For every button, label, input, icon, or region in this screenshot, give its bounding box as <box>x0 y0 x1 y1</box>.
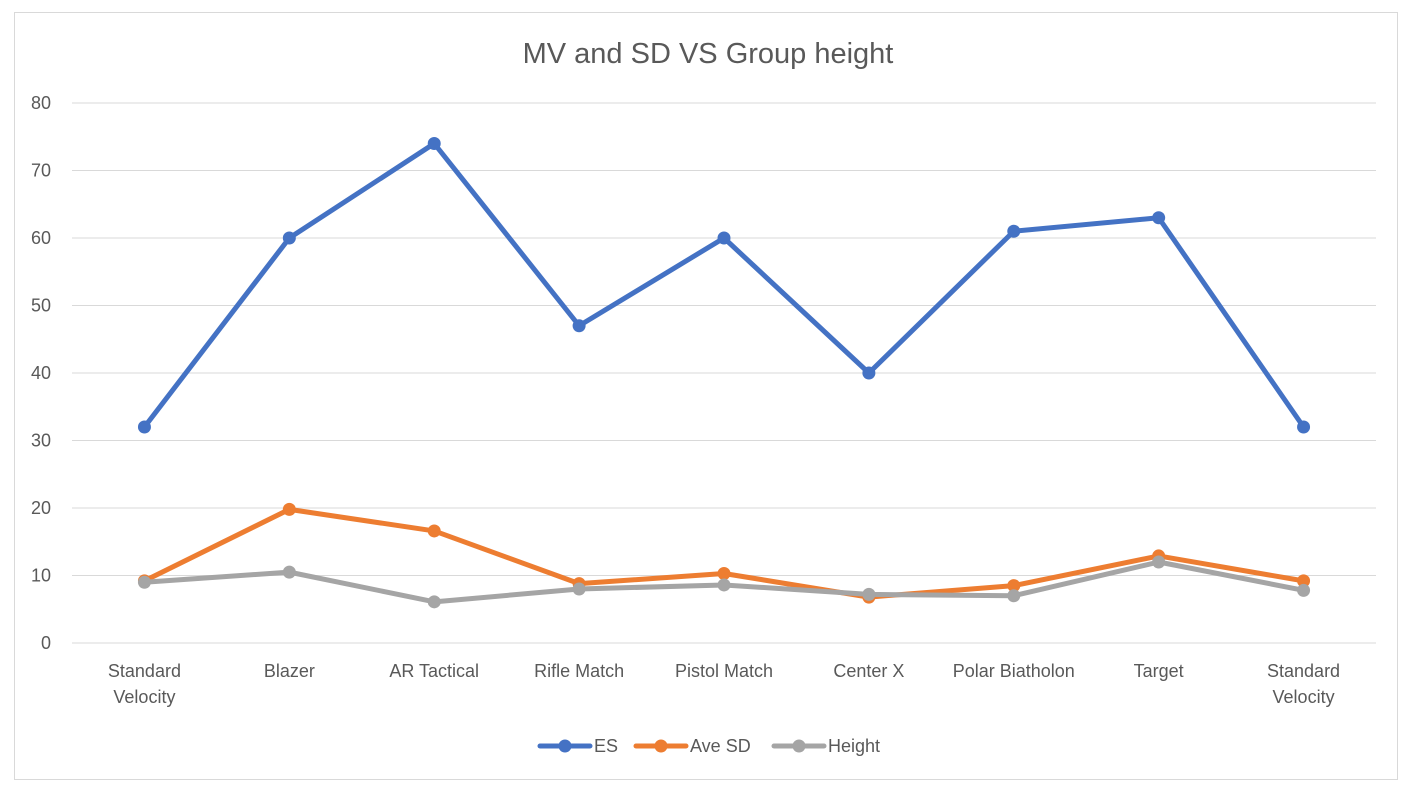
data-point <box>282 502 296 516</box>
data-point <box>1007 579 1021 593</box>
legend-label: Ave SD <box>690 736 751 756</box>
data-point <box>1007 224 1021 238</box>
x-tick-label: Center X <box>833 661 904 681</box>
data-point <box>1297 583 1311 597</box>
x-tick-label: Target <box>1134 661 1184 681</box>
legend-label: Height <box>828 736 880 756</box>
x-tick-label: AR Tactical <box>389 661 479 681</box>
x-tick-label: Pistol Match <box>675 661 773 681</box>
series-line <box>141 141 1307 430</box>
chart-title: MV and SD VS Group height <box>523 38 894 70</box>
series-es <box>137 137 1311 434</box>
x-tick-label: Standard Velocity <box>1267 661 1340 707</box>
x-tick-label-line: Standard <box>1267 661 1340 681</box>
legend-item: ES <box>537 736 618 756</box>
y-tick-label: 80 <box>31 93 51 113</box>
data-point <box>282 565 296 579</box>
y-axis-ticks: 0 10 20 30 40 50 60 70 80 <box>31 93 51 653</box>
series-lines <box>137 137 1311 609</box>
data-point <box>1297 420 1311 434</box>
data-point <box>862 366 876 380</box>
chart-frame <box>14 12 1398 780</box>
x-tick-label-line: Rifle Match <box>534 661 624 681</box>
data-point <box>717 566 731 580</box>
data-point <box>137 575 151 589</box>
data-point <box>572 319 586 333</box>
legend-swatch-marker <box>558 739 572 753</box>
data-point <box>572 582 586 596</box>
legend-label: ES <box>594 736 618 756</box>
y-tick-label: 10 <box>31 566 51 586</box>
x-tick-label-line: AR Tactical <box>389 661 479 681</box>
data-point <box>282 231 296 245</box>
x-tick-label-line: Velocity <box>113 687 175 707</box>
x-tick-label-line: Standard <box>108 661 181 681</box>
legend-swatch-marker <box>792 739 806 753</box>
y-tick-label: 20 <box>31 498 51 518</box>
data-point <box>1297 574 1311 588</box>
x-tick-label-line: Target <box>1134 661 1184 681</box>
data-point <box>862 587 876 601</box>
data-point <box>717 578 731 592</box>
series-height <box>137 555 1311 609</box>
x-tick-label-line: Polar Biatholon <box>953 661 1075 681</box>
y-tick-label: 0 <box>41 633 51 653</box>
x-tick-label: Standard Velocity <box>108 661 181 707</box>
legend-swatch-marker <box>654 739 668 753</box>
y-tick-label: 30 <box>31 431 51 451</box>
y-tick-label: 60 <box>31 228 51 248</box>
x-tick-label: Rifle Match <box>534 661 624 681</box>
legend-item: Height <box>771 736 880 756</box>
x-tick-label-line: Pistol Match <box>675 661 773 681</box>
data-point <box>137 420 151 434</box>
y-tick-label: 40 <box>31 363 51 383</box>
data-point <box>1152 211 1166 225</box>
data-point <box>1152 555 1166 569</box>
data-point <box>427 137 441 150</box>
x-tick-label-line: Velocity <box>1273 687 1335 707</box>
y-tick-label: 50 <box>31 296 51 316</box>
data-point <box>427 524 441 538</box>
data-point <box>717 231 731 245</box>
legend: ES Ave SD Height <box>537 736 880 756</box>
x-tick-label: Blazer <box>264 661 315 681</box>
x-tick-label-line: Center X <box>833 661 904 681</box>
legend-item: Ave SD <box>633 736 751 756</box>
x-axis-ticks: Standard Velocity Blazer AR Tactical Rifle M… <box>108 661 1340 707</box>
data-point <box>1007 589 1021 603</box>
x-tick-label: Polar Biatholon <box>953 661 1075 681</box>
y-tick-label: 70 <box>31 161 51 181</box>
x-tick-label-line: Blazer <box>264 661 315 681</box>
data-point <box>427 595 441 609</box>
